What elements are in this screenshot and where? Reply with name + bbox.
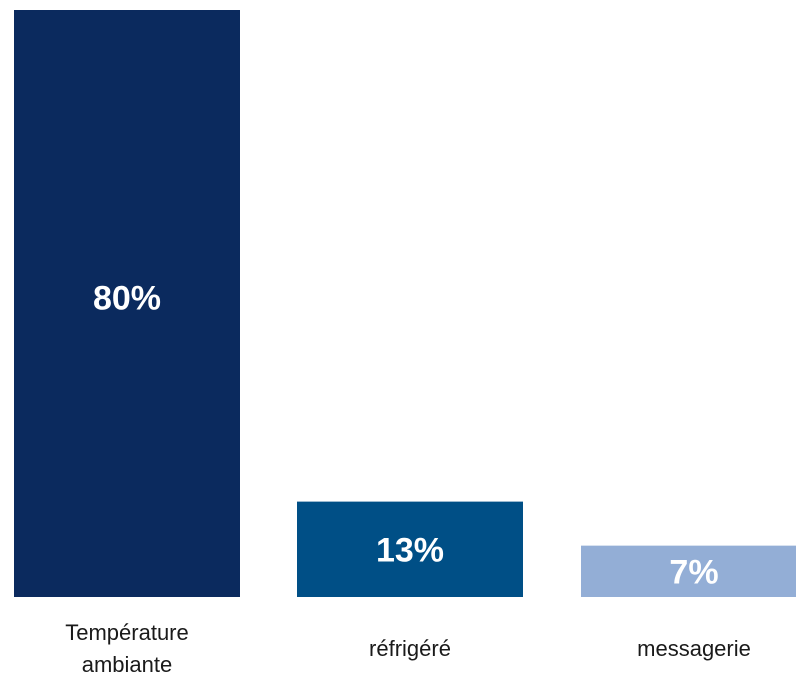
value-labels-group: 80% 13% 7% bbox=[93, 279, 719, 591]
category-label-line: ambiante bbox=[82, 652, 173, 675]
category-labels-group: Température ambiante réfrigéré messagerie bbox=[65, 620, 751, 675]
value-label-refrigere: 13% bbox=[376, 531, 444, 569]
bars-group bbox=[14, 10, 796, 597]
value-label-temperature-ambiante: 80% bbox=[93, 279, 161, 317]
bar-temperature-ambiante bbox=[14, 10, 240, 597]
bar-refrigere bbox=[297, 501, 523, 597]
category-label-messagerie: messagerie bbox=[637, 636, 751, 661]
category-label-line: Température bbox=[65, 620, 189, 645]
category-label-temperature-ambiante: Température ambiante bbox=[65, 620, 189, 675]
value-label-messagerie: 7% bbox=[669, 553, 718, 591]
bar-messagerie bbox=[581, 545, 796, 597]
category-label-line: réfrigéré bbox=[369, 636, 451, 661]
category-label-refrigere: réfrigéré bbox=[369, 636, 451, 661]
category-label-line: messagerie bbox=[637, 636, 751, 661]
